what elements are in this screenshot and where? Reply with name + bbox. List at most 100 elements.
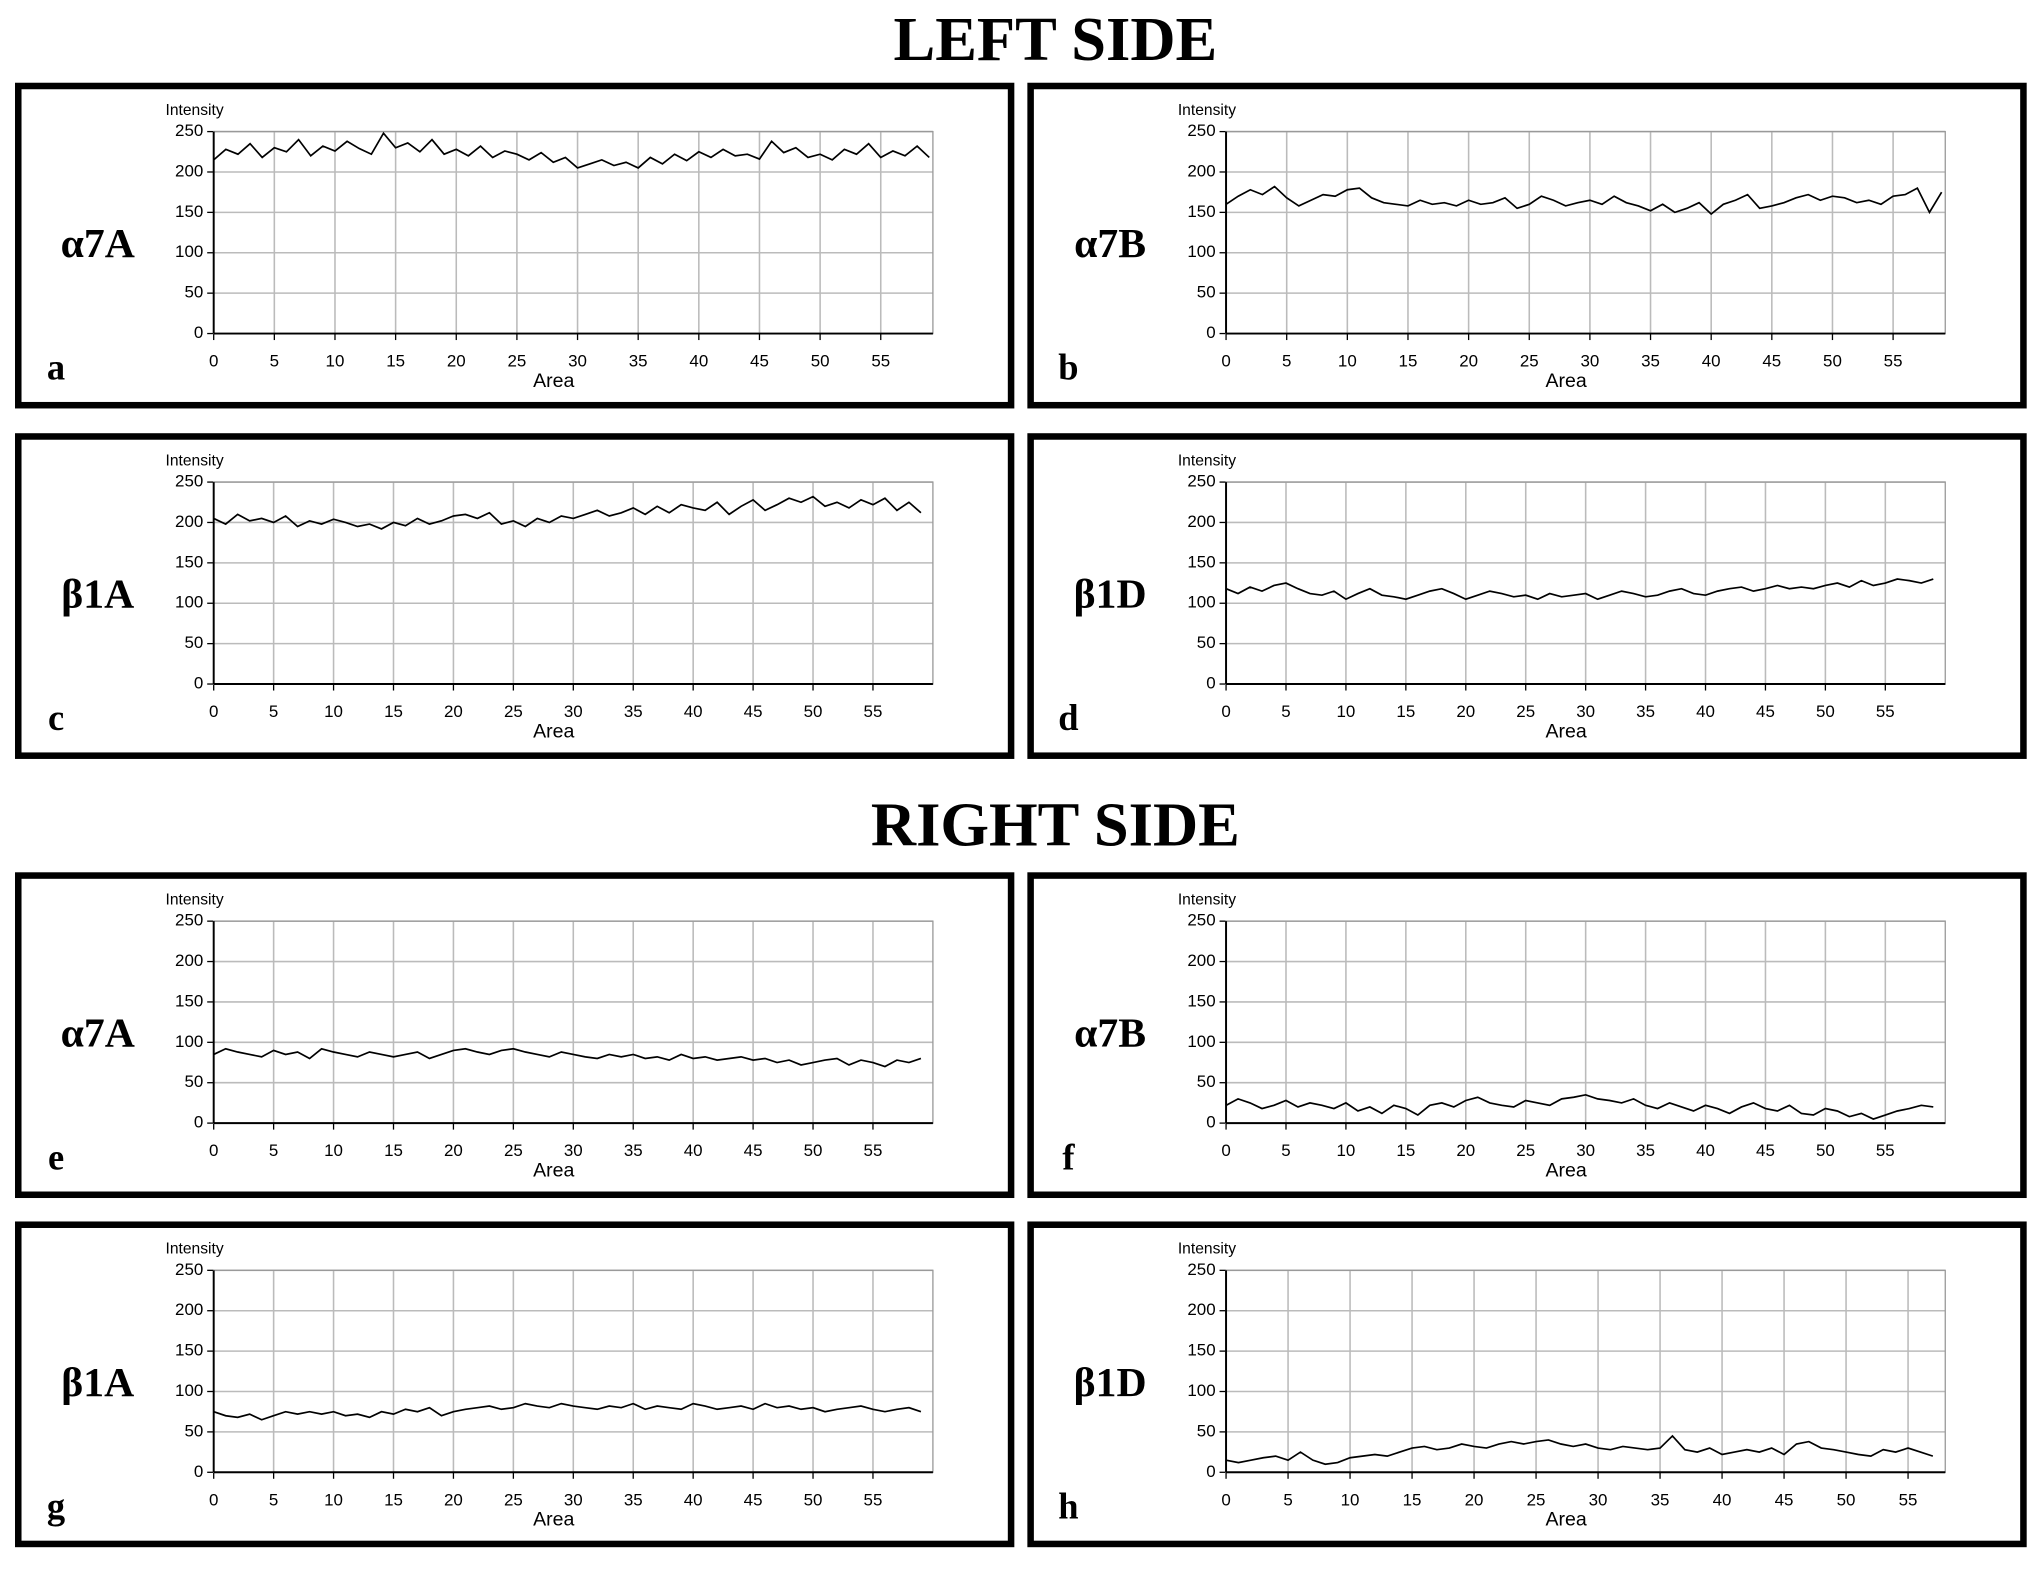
x-axis-label: Area [533, 720, 574, 742]
series-label: α7B [1074, 221, 1146, 267]
y-tick-label: 50 [1197, 1421, 1216, 1440]
y-axis-label: Intensity [1178, 891, 1236, 908]
y-axis-label: Intensity [1178, 102, 1236, 119]
x-tick-label: 10 [324, 1141, 343, 1160]
data-line [1225, 578, 1934, 601]
y-tick-label: 250 [175, 472, 203, 491]
x-tick-label: 40 [1702, 352, 1721, 371]
y-tick-label: 250 [175, 121, 203, 140]
x-tick-label: 55 [1876, 702, 1895, 721]
y-tick-label: 250 [175, 911, 203, 930]
y-tick-label: 0 [1206, 323, 1215, 342]
x-tick-label: 50 [1816, 1141, 1835, 1160]
y-tick-label: 200 [1187, 951, 1215, 970]
x-tick-label: 55 [1899, 1490, 1918, 1509]
x-tick-label: 0 [209, 352, 218, 371]
y-tick-label: 0 [1206, 1113, 1215, 1132]
section-title: LEFT SIDE [894, 4, 1218, 74]
x-tick-label: 0 [1221, 1490, 1230, 1509]
x-tick-label: 45 [1756, 1141, 1775, 1160]
series-label: α7A [61, 221, 135, 267]
x-tick-label: 5 [1283, 1490, 1292, 1509]
x-tick-label: 30 [564, 1141, 583, 1160]
panel-frame [15, 433, 1015, 759]
x-tick-label: 10 [324, 702, 343, 721]
x-tick-label: 45 [750, 352, 769, 371]
x-tick-label: 30 [564, 1490, 583, 1509]
panel-letter: f [1062, 1136, 1075, 1177]
x-tick-label: 50 [804, 1141, 823, 1160]
panel-letter: g [47, 1485, 65, 1526]
panel-letter: d [1058, 697, 1078, 738]
x-tick-label: 40 [684, 1490, 703, 1509]
x-tick-label: 0 [209, 702, 218, 721]
x-tick-label: 5 [270, 352, 279, 371]
y-tick-label: 200 [1187, 161, 1215, 180]
x-tick-label: 15 [384, 1490, 403, 1509]
x-tick-label: 35 [1651, 1490, 1670, 1509]
y-tick-label: 200 [175, 161, 203, 180]
x-tick-label: 35 [624, 1141, 643, 1160]
x-axis-label: Area [1545, 1509, 1586, 1531]
x-tick-label: 45 [1762, 352, 1781, 371]
x-tick-label: 40 [684, 1141, 703, 1160]
y-tick-label: 100 [1187, 1032, 1215, 1051]
x-tick-label: 10 [324, 1490, 343, 1509]
x-tick-label: 30 [1589, 1490, 1608, 1509]
y-tick-label: 150 [175, 1341, 203, 1360]
x-tick-label: 35 [624, 1490, 643, 1509]
x-tick-label: 10 [1337, 1141, 1356, 1160]
data-line [213, 131, 930, 169]
panel-frame [15, 1221, 1015, 1548]
x-tick-label: 35 [1636, 1141, 1655, 1160]
series-label: β1A [61, 572, 134, 618]
x-tick-label: 35 [629, 352, 648, 371]
x-tick-label: 15 [1396, 702, 1415, 721]
y-tick-label: 200 [175, 951, 203, 970]
x-tick-label: 55 [1884, 352, 1903, 371]
y-tick-label: 200 [1187, 512, 1215, 531]
x-tick-label: 35 [1636, 702, 1655, 721]
y-tick-label: 50 [1197, 1072, 1216, 1091]
y-tick-label: 0 [194, 1113, 203, 1132]
x-tick-label: 55 [864, 1490, 883, 1509]
y-tick-label: 0 [1206, 673, 1215, 692]
x-tick-label: 0 [1221, 702, 1230, 721]
y-tick-label: 0 [1206, 1462, 1215, 1481]
data-line [1225, 1093, 1934, 1120]
x-tick-label: 25 [507, 352, 526, 371]
series-label: α7A [61, 1011, 135, 1057]
x-tick-label: 5 [269, 702, 278, 721]
y-tick-label: 100 [1187, 1381, 1215, 1400]
x-axis-label: Area [1545, 1159, 1586, 1181]
x-tick-label: 10 [1341, 1490, 1360, 1509]
panel-frame [15, 82, 1015, 409]
series-label: β1D [1074, 572, 1147, 618]
x-tick-label: 20 [1456, 702, 1475, 721]
section-title: RIGHT SIDE [871, 790, 1240, 860]
y-tick-label: 150 [1187, 202, 1215, 221]
y-tick-label: 50 [1197, 283, 1216, 302]
x-tick-label: 30 [1576, 702, 1595, 721]
x-tick-label: 20 [444, 1141, 463, 1160]
x-tick-label: 35 [624, 702, 643, 721]
x-tick-label: 15 [384, 1141, 403, 1160]
x-tick-label: 20 [444, 702, 463, 721]
panel-letter: e [48, 1136, 64, 1177]
y-tick-label: 100 [175, 1032, 203, 1051]
y-tick-label: 0 [194, 323, 203, 342]
x-tick-label: 40 [1713, 1490, 1732, 1509]
x-tick-label: 15 [1399, 352, 1418, 371]
y-tick-label: 200 [175, 512, 203, 531]
x-tick-label: 50 [804, 1490, 823, 1509]
x-axis-label: Area [533, 1509, 574, 1531]
x-tick-label: 15 [386, 352, 405, 371]
y-tick-label: 50 [1197, 633, 1216, 652]
x-tick-label: 25 [1527, 1490, 1546, 1509]
x-tick-label: 55 [871, 352, 890, 371]
y-axis-label: Intensity [165, 102, 223, 119]
x-tick-label: 0 [1221, 1141, 1230, 1160]
y-axis-label: Intensity [165, 1241, 223, 1258]
x-tick-label: 25 [1520, 352, 1539, 371]
